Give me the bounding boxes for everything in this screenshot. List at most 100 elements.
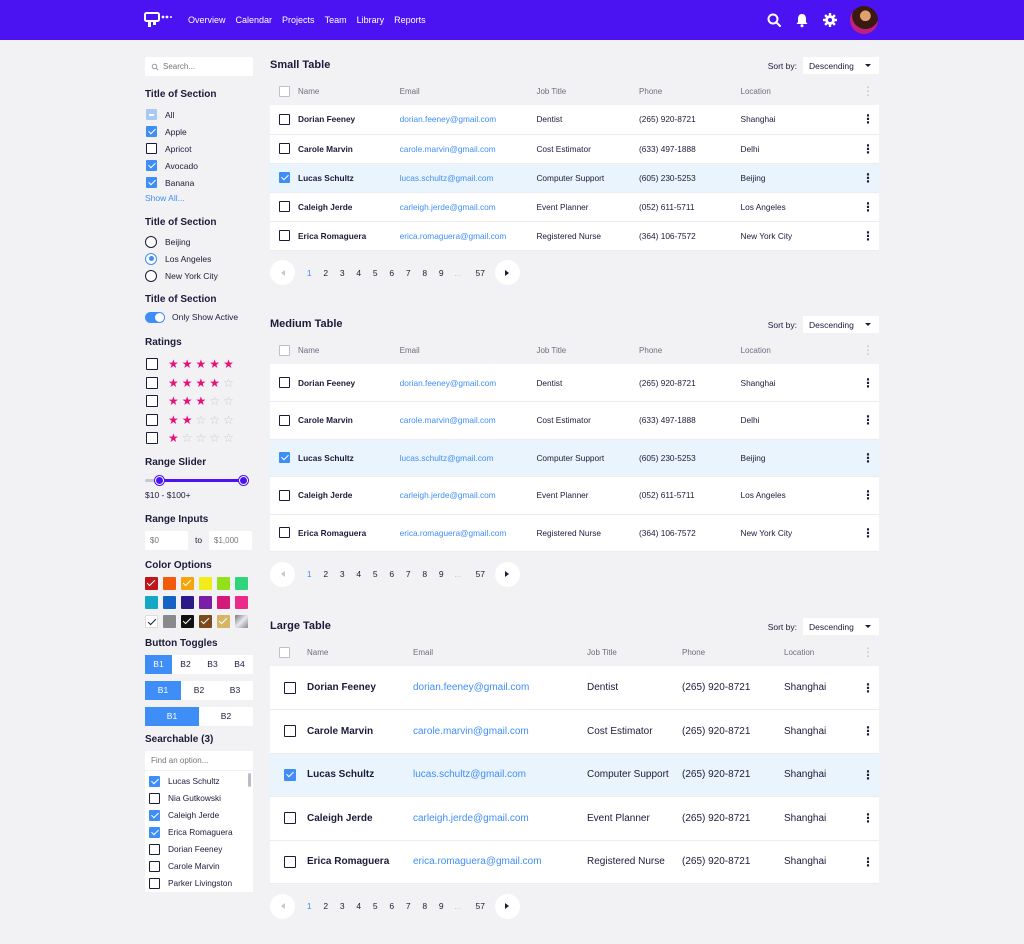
cell-email[interactable]: dorian.feeney@gmail.com bbox=[399, 105, 537, 135]
row-menu-icon[interactable]: ⋮ bbox=[857, 221, 879, 251]
color-swatch[interactable] bbox=[235, 595, 248, 609]
table-row[interactable]: Erica Romaguera erica.romaguera@gmail.com… bbox=[270, 514, 879, 552]
sort-dropdown[interactable]: Descending bbox=[803, 316, 879, 333]
cell-email[interactable]: lucas.schultz@gmail.com bbox=[399, 163, 537, 193]
rating-checkbox[interactable] bbox=[146, 358, 158, 371]
prev-page-button[interactable] bbox=[270, 260, 295, 285]
page-number[interactable]: 8 bbox=[422, 267, 428, 278]
table-row[interactable]: Caleigh Jerde carleigh.jerde@gmail.com Eve… bbox=[270, 796, 879, 841]
rating-checkbox[interactable] bbox=[146, 413, 158, 426]
row-menu-icon[interactable]: ⋮ bbox=[857, 105, 879, 135]
searchable-option[interactable]: Lucas Schultz bbox=[145, 773, 253, 790]
app-logo-icon[interactable] bbox=[144, 11, 172, 29]
color-swatch[interactable] bbox=[145, 595, 158, 609]
nav-link-team[interactable]: Team bbox=[324, 15, 347, 25]
toggle-button[interactable]: B4 bbox=[234, 659, 245, 669]
page-number[interactable]: 1 bbox=[306, 267, 312, 278]
radio-option[interactable]: Beijing bbox=[145, 233, 253, 250]
table-row[interactable]: Erica Romaguera erica.romaguera@gmail.com… bbox=[270, 840, 879, 884]
page-number[interactable]: 7 bbox=[405, 569, 411, 579]
range-min-input[interactable] bbox=[145, 530, 188, 550]
rating-checkbox[interactable] bbox=[146, 432, 158, 445]
select-all-checkbox[interactable] bbox=[279, 344, 290, 356]
page-number[interactable]: 9 bbox=[438, 267, 444, 278]
range-slider[interactable] bbox=[145, 475, 249, 485]
row-menu-icon[interactable]: ⋮ bbox=[857, 163, 879, 193]
table-row[interactable]: Carole Marvin carole.marvin@gmail.com Cost… bbox=[270, 401, 879, 440]
radio-option[interactable]: New York City bbox=[145, 267, 253, 284]
color-swatch[interactable] bbox=[217, 614, 230, 628]
radio-button[interactable] bbox=[145, 252, 157, 265]
row-checkbox[interactable] bbox=[284, 681, 296, 694]
column-header-location[interactable]: Location bbox=[740, 345, 771, 355]
rating-option[interactable]: ★ ★ ★ ★ ☆ bbox=[145, 374, 253, 393]
color-swatch[interactable] bbox=[235, 614, 248, 628]
row-menu-icon[interactable]: ⋮ bbox=[857, 134, 879, 164]
select-all-checkbox[interactable] bbox=[279, 646, 290, 658]
rating-option[interactable]: ★ ☆ ☆ ☆ ☆ bbox=[145, 429, 253, 448]
cell-email[interactable]: carole.marvin@gmail.com bbox=[399, 401, 537, 440]
cell-email[interactable]: erica.romaguera@gmail.com bbox=[399, 514, 537, 552]
range-max-input[interactable] bbox=[209, 530, 252, 550]
sort-dropdown[interactable]: Descending bbox=[803, 618, 879, 635]
page-number[interactable]: 2 bbox=[323, 901, 329, 911]
column-header-job-title[interactable]: Job Title bbox=[536, 345, 567, 355]
cell-email[interactable]: erica.romaguera@gmail.com bbox=[399, 221, 537, 251]
column-header-email[interactable]: Email bbox=[399, 345, 420, 355]
select-all-checkbox[interactable] bbox=[279, 85, 290, 97]
next-page-button[interactable] bbox=[494, 561, 520, 587]
cell-email[interactable]: carole.marvin@gmail.com bbox=[399, 134, 537, 164]
active-toggle[interactable] bbox=[145, 311, 165, 323]
table-row[interactable]: Dorian Feeney dorian.feeney@gmail.com Dent… bbox=[270, 105, 879, 135]
nav-link-overview[interactable]: Overview bbox=[188, 15, 226, 25]
toggle-button[interactable]: B2 bbox=[220, 711, 232, 721]
checkbox[interactable] bbox=[149, 877, 160, 889]
cell-email[interactable]: carleigh.jerde@gmail.com bbox=[399, 476, 537, 515]
page-number[interactable]: 9 bbox=[438, 901, 444, 911]
color-swatch[interactable] bbox=[145, 576, 158, 590]
user-avatar[interactable] bbox=[850, 6, 878, 34]
slider-max-handle[interactable] bbox=[239, 475, 248, 485]
page-number[interactable]: 7 bbox=[405, 267, 411, 278]
find-option-input[interactable] bbox=[145, 750, 253, 770]
checkbox[interactable] bbox=[149, 860, 160, 872]
toggle-button[interactable]: B2 bbox=[180, 659, 191, 669]
row-checkbox[interactable] bbox=[279, 377, 290, 388]
searchable-option[interactable]: Nia Gutkowski bbox=[145, 790, 253, 807]
color-swatch[interactable] bbox=[163, 595, 176, 609]
column-header-location[interactable]: Location bbox=[740, 86, 771, 96]
sort-dropdown[interactable]: Descending bbox=[803, 57, 879, 74]
radio-button[interactable] bbox=[145, 269, 157, 282]
page-number[interactable]: 3 bbox=[339, 569, 345, 579]
row-menu-icon[interactable]: ⋮ bbox=[857, 439, 879, 477]
row-menu-icon[interactable]: ⋮ bbox=[857, 514, 879, 552]
page-number[interactable]: 57 bbox=[475, 901, 485, 911]
page-number[interactable]: 5 bbox=[372, 267, 378, 278]
row-menu-icon[interactable]: ⋮ bbox=[857, 666, 879, 710]
toggle-button[interactable]: B3 bbox=[229, 685, 241, 695]
checkbox[interactable] bbox=[149, 775, 160, 787]
column-header-email[interactable]: Email bbox=[399, 86, 420, 96]
toggle-button[interactable]: B1 bbox=[145, 654, 172, 674]
checkbox-option[interactable]: All bbox=[145, 106, 253, 123]
checkbox[interactable] bbox=[149, 809, 160, 821]
nav-link-projects[interactable]: Projects bbox=[282, 15, 315, 25]
row-menu-icon[interactable]: ⋮ bbox=[857, 401, 879, 440]
color-swatch[interactable] bbox=[217, 595, 230, 609]
table-row[interactable]: Caleigh Jerde carleigh.jerde@gmail.com Eve… bbox=[270, 192, 879, 222]
sidebar-search[interactable] bbox=[145, 57, 253, 76]
checkbox[interactable] bbox=[146, 143, 157, 154]
page-number[interactable]: 2 bbox=[323, 569, 329, 579]
table-row[interactable]: Dorian Feeney dorian.feeney@gmail.com Dent… bbox=[270, 364, 879, 402]
page-number[interactable]: 1 bbox=[306, 569, 312, 579]
sidebar-search-input[interactable] bbox=[163, 62, 243, 71]
column-header-name[interactable]: Name bbox=[298, 345, 320, 355]
color-swatch[interactable] bbox=[163, 614, 176, 628]
row-menu-icon[interactable]: ⋮ bbox=[857, 840, 879, 884]
table-row[interactable]: Lucas Schultz lucas.schultz@gmail.com Comp… bbox=[270, 163, 879, 193]
color-swatch[interactable] bbox=[181, 595, 194, 609]
page-number[interactable]: 8 bbox=[422, 569, 428, 579]
checkbox[interactable] bbox=[146, 160, 157, 171]
checkbox[interactable] bbox=[146, 126, 157, 137]
column-menu-icon[interactable]: ⋮ bbox=[862, 343, 874, 357]
